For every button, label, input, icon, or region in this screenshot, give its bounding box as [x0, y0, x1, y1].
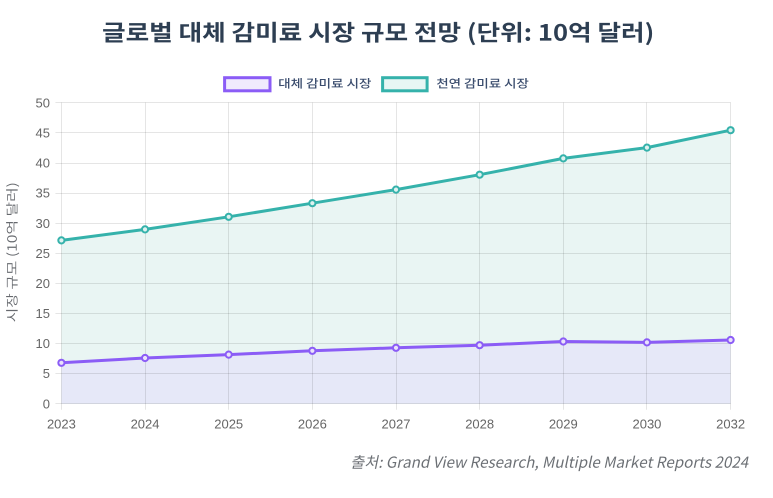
svg-text:2029: 2029	[549, 417, 578, 432]
svg-text:5: 5	[43, 366, 50, 381]
svg-text:15: 15	[36, 306, 50, 321]
svg-text:2027: 2027	[382, 417, 411, 432]
svg-text:10: 10	[36, 336, 50, 351]
svg-text:45: 45	[36, 125, 50, 140]
svg-text:2024: 2024	[131, 417, 160, 432]
svg-text:2025: 2025	[214, 417, 243, 432]
svg-text:25: 25	[36, 246, 50, 261]
svg-text:40: 40	[36, 156, 50, 171]
svg-text:20: 20	[36, 276, 50, 291]
svg-text:50: 50	[36, 95, 50, 110]
svg-text:2030: 2030	[632, 417, 661, 432]
svg-text:35: 35	[36, 186, 50, 201]
svg-text:30: 30	[36, 216, 50, 231]
svg-text:0: 0	[43, 396, 50, 411]
svg-text:2026: 2026	[298, 417, 327, 432]
svg-text:2028: 2028	[465, 417, 494, 432]
svg-text:2023: 2023	[47, 417, 76, 432]
svg-text:2032: 2032	[716, 417, 745, 432]
